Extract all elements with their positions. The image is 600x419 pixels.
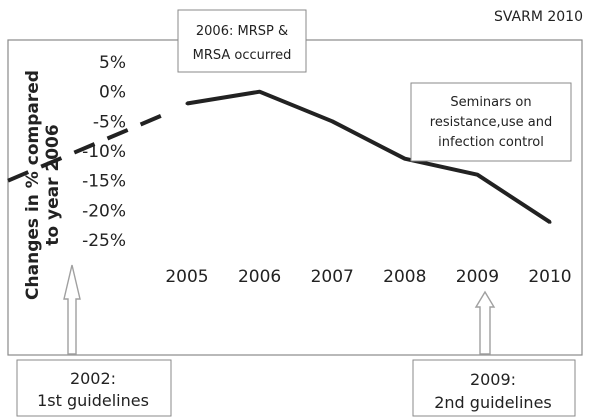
y-tick-label: -5% (93, 112, 126, 132)
seminars-box (410, 82, 572, 162)
guideline-2009-box (412, 359, 576, 417)
series-points (185, 90, 552, 224)
guideline-2009-arrow-icon (474, 290, 496, 355)
x-tick-label: 2010 (528, 267, 571, 287)
y-axis-label: Changes in % compared to year 2006 (23, 70, 63, 300)
data-point (258, 90, 262, 94)
data-point (185, 102, 189, 106)
source-label: SVARM 2010 (494, 9, 583, 25)
x-tick-label: 2005 (165, 267, 208, 287)
y-axis-label-line2: to year 2006 (43, 124, 63, 245)
y-tick-label: 5% (99, 53, 126, 73)
y-tick-labels: 5% 0% -5% -10% -15% -20% -25% (82, 53, 126, 251)
dashed-extension-line (7, 113, 163, 183)
y-tick-label: -15% (82, 172, 126, 192)
event-2006-line1: 2006: MRSP & (196, 24, 288, 39)
data-point (403, 157, 407, 161)
guideline-2002-arrow-icon (63, 264, 81, 355)
guideline-2002-box (16, 359, 172, 417)
x-tick-label: 2008 (383, 267, 426, 287)
seminars-line3: infection control (438, 135, 544, 150)
y-tick-label: -10% (82, 142, 126, 162)
seminars-line1: Seminars on (450, 95, 531, 110)
y-tick-label: -20% (82, 201, 126, 221)
guideline-2009-line2: 2nd guidelines (434, 393, 552, 412)
event-2006-box (177, 9, 307, 73)
data-point (475, 173, 479, 177)
data-point (330, 119, 334, 123)
x-tick-label: 2007 (311, 267, 354, 287)
seminars-line2: resistance,use and (430, 115, 552, 130)
series-line (186, 89, 552, 224)
event-2006-line2: MRSA occurred (193, 48, 292, 63)
guideline-2002-line1: 2002: (70, 369, 116, 388)
x-tick-label: 2009 (456, 267, 499, 287)
y-tick-label: -25% (82, 231, 126, 251)
x-tick-label: 2006 (238, 267, 281, 287)
y-axis-label-line1: Changes in % compared (23, 70, 43, 300)
guideline-2009-line1: 2009: (470, 370, 516, 389)
y-tick-label: 0% (99, 83, 126, 103)
guideline-2002-line2: 1st guidelines (37, 391, 149, 410)
x-tick-labels: 2005 2006 2007 2008 2009 2010 (165, 267, 571, 287)
data-point (548, 220, 552, 224)
